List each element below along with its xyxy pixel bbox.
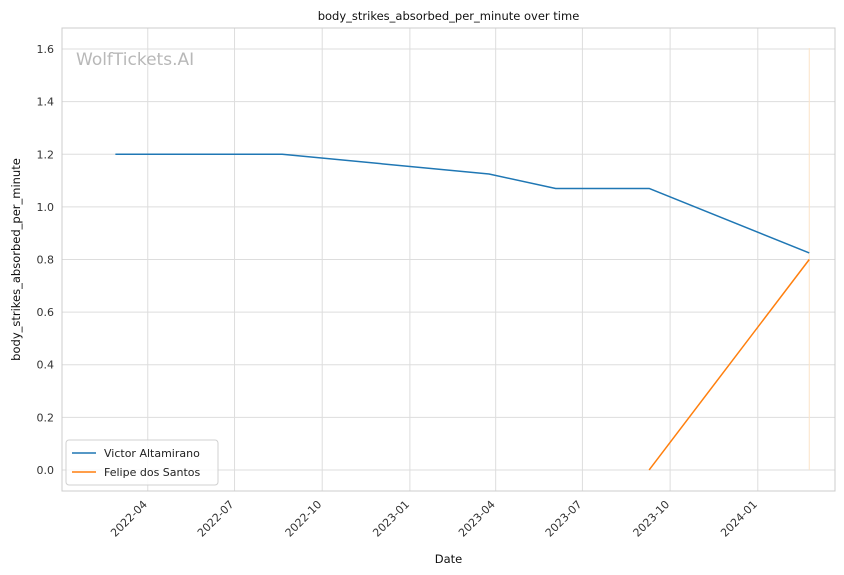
legend-box xyxy=(65,439,219,486)
legend-label: Felipe dos Santos xyxy=(104,466,201,479)
y-tick-label: 0.6 xyxy=(37,306,55,319)
y-axis-ticks: 0.0 0.2 0.4 0.6 0.8 1.0 1.2 1.4 1.6 xyxy=(37,43,55,477)
y-tick-label: 1.0 xyxy=(37,201,55,214)
y-tick-label: 1.6 xyxy=(37,43,55,56)
series-line-1 xyxy=(648,259,810,471)
series-line-0 xyxy=(115,153,810,254)
plot-frame xyxy=(61,27,836,492)
series-lines xyxy=(115,153,810,471)
legend-label: Victor Altamirano xyxy=(104,447,200,460)
chart-title: body_strikes_absorbed_per_minute over ti… xyxy=(318,9,580,23)
legend: Victor Altamirano Felipe dos Santos xyxy=(65,439,219,486)
y-tick-label: 0.4 xyxy=(37,359,55,372)
y-tick-label: 1.4 xyxy=(37,96,55,109)
y-tick-label: 0.2 xyxy=(37,411,55,424)
y-tick-label: 0.0 xyxy=(37,464,55,477)
y-tick-label: 0.8 xyxy=(37,254,55,267)
watermark-text: WolfTickets.AI xyxy=(76,50,194,70)
y-tick-label: 1.2 xyxy=(37,148,55,161)
y-axis-label: body_strikes_absorbed_per_minute xyxy=(9,158,23,361)
x-axis-label: Date xyxy=(435,552,463,566)
grid-lines xyxy=(62,28,835,491)
